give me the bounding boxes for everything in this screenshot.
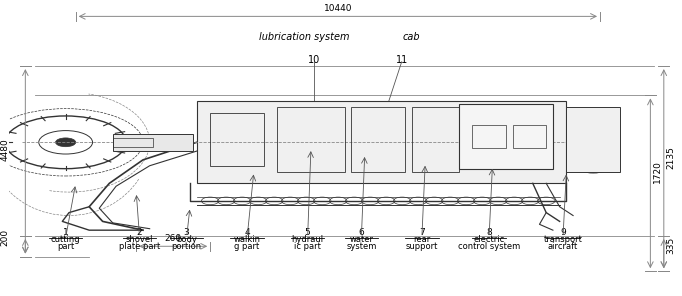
- Text: walkin: walkin: [234, 235, 261, 244]
- Text: 2135: 2135: [666, 146, 675, 169]
- Text: cutting: cutting: [51, 235, 80, 244]
- Bar: [196, 101, 566, 183]
- Text: 10: 10: [308, 55, 321, 65]
- Bar: [351, 107, 405, 172]
- Text: electric: electric: [473, 235, 505, 244]
- Text: system: system: [346, 242, 376, 251]
- Circle shape: [55, 138, 76, 147]
- Text: 7: 7: [419, 229, 425, 237]
- Bar: [210, 113, 264, 166]
- Text: control system: control system: [458, 242, 520, 251]
- Text: 6: 6: [359, 229, 364, 237]
- Text: 4: 4: [244, 229, 250, 237]
- Text: 260: 260: [164, 234, 182, 243]
- Text: shovel: shovel: [126, 235, 153, 244]
- Text: 4480: 4480: [1, 139, 10, 161]
- Bar: [459, 104, 553, 169]
- Text: water: water: [349, 235, 373, 244]
- Text: 11: 11: [396, 55, 408, 65]
- Text: hydraul: hydraul: [291, 235, 324, 244]
- Text: 1720: 1720: [653, 160, 662, 183]
- Text: 9: 9: [560, 229, 566, 237]
- Text: support: support: [406, 242, 438, 251]
- Text: transport: transport: [544, 235, 582, 244]
- Text: aircraft: aircraft: [548, 242, 578, 251]
- Text: 8: 8: [486, 229, 492, 237]
- Text: rear: rear: [413, 235, 430, 244]
- Bar: [566, 107, 620, 172]
- Text: 335: 335: [666, 237, 675, 254]
- Text: ic part: ic part: [294, 242, 321, 251]
- Text: 1: 1: [63, 229, 68, 237]
- Bar: [278, 107, 344, 172]
- Text: 200: 200: [1, 229, 10, 246]
- Text: part: part: [57, 242, 74, 251]
- Bar: [472, 125, 506, 148]
- Bar: [113, 138, 153, 147]
- Text: 2: 2: [137, 229, 143, 237]
- Text: 10440: 10440: [323, 4, 352, 13]
- Text: portion: portion: [172, 242, 202, 251]
- Text: 3: 3: [183, 229, 190, 237]
- Bar: [113, 133, 194, 151]
- Bar: [412, 107, 459, 172]
- Text: plate part: plate part: [119, 242, 160, 251]
- Bar: [513, 125, 546, 148]
- Text: cab: cab: [403, 32, 421, 42]
- Text: 5: 5: [305, 229, 310, 237]
- Text: g part: g part: [235, 242, 260, 251]
- Text: body: body: [176, 235, 197, 244]
- Text: lubrication system: lubrication system: [259, 32, 349, 42]
